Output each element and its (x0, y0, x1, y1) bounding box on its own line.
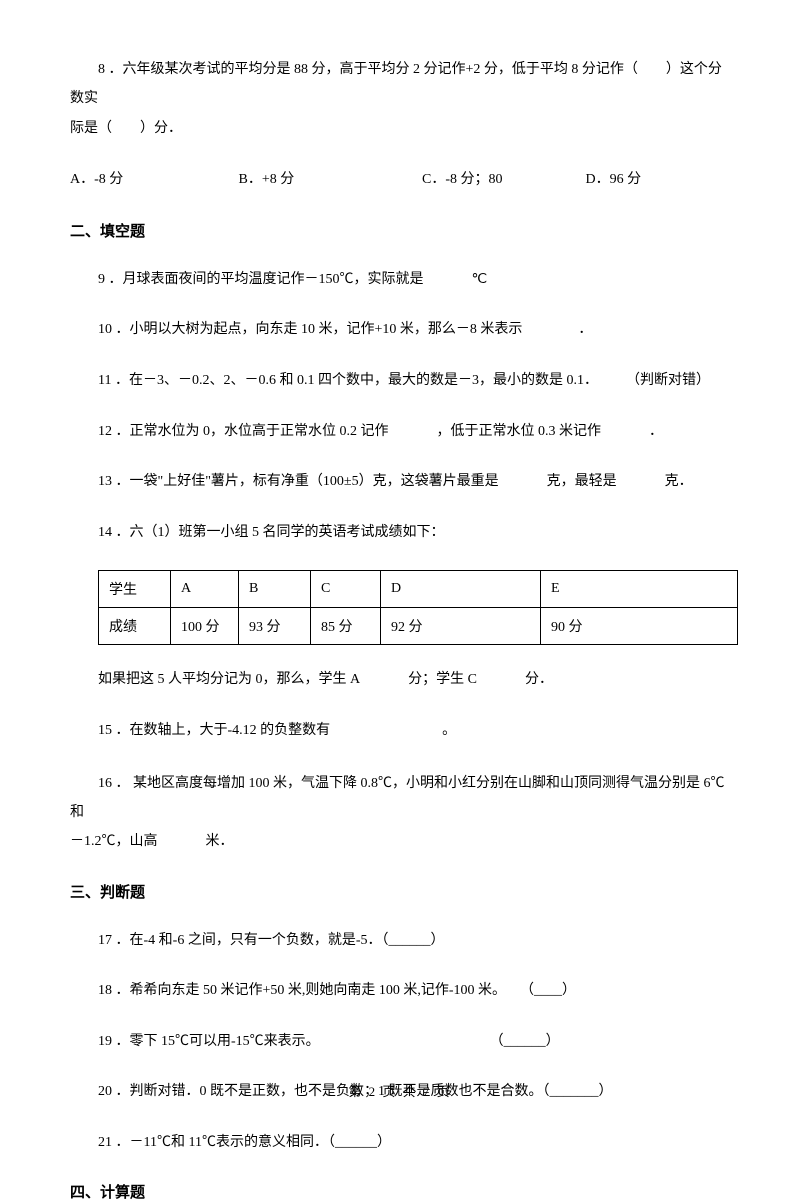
q15-end: 。 (442, 723, 456, 738)
table-header-cell: E (541, 571, 738, 608)
section-2-title: 二、填空题 (70, 220, 730, 241)
q12-p1: 12 ．正常水位为 0，水位高于正常水位 0.2 记作 (98, 424, 389, 439)
q12-p2: ，低于正常水位 0.3 米记作 (437, 424, 602, 439)
q8-line2: 际是（ ）分． (70, 114, 730, 143)
question-17: 17 ．在-4 和-6 之间，只有一个负数，就是-5．（______） (70, 928, 730, 955)
table-header-cell: C (311, 571, 381, 608)
question-16: 16 ． 某地区高度每增加 100 米，气温下降 0.8℃，小明和小红分别在山脚… (70, 769, 730, 857)
option-b: B．+8 分 (239, 167, 419, 194)
q9-unit: ℃ (472, 272, 488, 287)
question-21: 21 ．－11℃和 11℃表示的意义相同．（______） (70, 1130, 730, 1157)
question-12: 12 ．正常水位为 0，水位高于正常水位 0.2 记作 ，低于正常水位 0.3 米… (70, 419, 730, 446)
q15-text: 15 ．在数轴上，大于-4.12 的负整数有 (98, 723, 330, 738)
question-10: 10 ．小明以大树为起点，向东走 10 米，记作+10 米，那么－8 米表示 ． (70, 317, 730, 344)
option-c: C．-8 分；80 (422, 167, 582, 194)
table-cell: 100 分 (171, 608, 239, 645)
q14a-p3: 分． (525, 672, 553, 687)
section-4-title: 四、计算题 (70, 1181, 730, 1202)
q12-p3: ． (649, 424, 663, 439)
table-cell: 93 分 (239, 608, 311, 645)
option-d: D．96 分 (586, 167, 642, 194)
table-header-cell: B (239, 571, 311, 608)
question-9: 9 ．月球表面夜间的平均温度记作－150℃，实际就是 ℃ (70, 267, 730, 294)
question-13: 13 ．一袋"上好佳"薯片，标有净重（100±5）克，这袋薯片最重是 克，最轻是 克… (70, 469, 730, 496)
q19-p2: （______） (490, 1034, 560, 1049)
table-cell: 85 分 (311, 608, 381, 645)
q10-end: ． (578, 322, 592, 337)
q9-text: 9 ．月球表面夜间的平均温度记作－150℃，实际就是 (98, 272, 424, 287)
table-header-cell: A (171, 571, 239, 608)
q19-p1: 19 ．零下 15℃可以用-15℃来表示。 (98, 1034, 320, 1049)
question-11: 11 ．在－3、－0.2、2、－0.6 和 0.1 四个数中，最大的数是－3，最… (70, 368, 730, 395)
q13-p2: 克，最轻是 (547, 474, 617, 489)
option-a: A．-8 分 (70, 167, 235, 194)
q10-text: 10 ．小明以大树为起点，向东走 10 米，记作+10 米，那么－8 米表示 (98, 322, 522, 337)
question-18: 18 ．希希向东走 50 米记作+50 米,则她向南走 100 米,记作-100… (70, 978, 730, 1005)
q16-line1: 16 ． 某地区高度每增加 100 米，气温下降 0.8℃，小明和小红分别在山脚… (70, 769, 730, 828)
q16-line2: －1.2℃，山高 米． (70, 827, 730, 856)
table-cell: 90 分 (541, 608, 738, 645)
q14a-p2: 分；学生 C (408, 672, 477, 687)
question-14-intro: 14 ．六（1）班第一小组 5 名同学的英语考试成绩如下： (70, 520, 730, 547)
table-row: 学生 A B C D E (99, 571, 738, 608)
page-footer: 第 2 页 共 7 页 (0, 1081, 800, 1100)
table-header-cell: D (381, 571, 541, 608)
table-cell: 成绩 (99, 608, 171, 645)
q13-p3: 克． (665, 474, 693, 489)
q8-options: A．-8 分 B．+8 分 C．-8 分；80 D．96 分 (70, 167, 730, 194)
section-3-title: 三、判断题 (70, 881, 730, 902)
question-8: 8 ．六年级某次考试的平均分是 88 分，高于平均分 2 分记作+2 分，低于平… (70, 55, 730, 143)
table-cell: 92 分 (381, 608, 541, 645)
table-header-cell: 学生 (99, 571, 171, 608)
scores-table: 学生 A B C D E 成绩 100 分 93 分 85 分 92 分 90 … (98, 570, 738, 645)
table-row: 成绩 100 分 93 分 85 分 92 分 90 分 (99, 608, 738, 645)
question-19: 19 ．零下 15℃可以用-15℃来表示。 （______） (70, 1029, 730, 1056)
q8-line1: 8 ．六年级某次考试的平均分是 88 分，高于平均分 2 分记作+2 分，低于平… (70, 55, 730, 114)
question-15: 15 ．在数轴上，大于-4.12 的负整数有 。 (70, 718, 730, 745)
q14a-p1: 如果把这 5 人平均分记为 0，那么，学生 A (98, 672, 360, 687)
q13-p1: 13 ．一袋"上好佳"薯片，标有净重（100±5）克，这袋薯片最重是 (98, 474, 499, 489)
q16-l2b: 米． (206, 834, 234, 849)
question-14-after: 如果把这 5 人平均分记为 0，那么，学生 A 分；学生 C 分． (70, 667, 730, 694)
q16-l2a: －1.2℃，山高 (70, 834, 158, 849)
